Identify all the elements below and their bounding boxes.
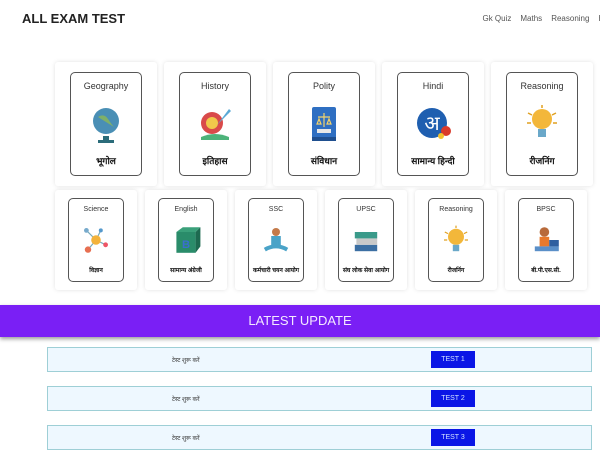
nav-hindi[interactable]: Hi [598, 14, 600, 23]
subject-card-inner[interactable]: BPSC बी.पी.एस.सी. [518, 198, 574, 282]
subject-title: English [174, 206, 198, 213]
subject-card-inner[interactable]: SSC कर्मचारी चयन आयोग [248, 198, 304, 282]
subject-hindi-title: रीजनिंग [529, 156, 555, 166]
subject-card-reasoning[interactable]: Reasoning रीजनिंग [491, 62, 593, 186]
subject-card-inner[interactable]: Reasoning रीजनिंग [428, 198, 484, 282]
subject-hindi-title: भूगोल [96, 156, 116, 166]
test-label: टेस्ट शुरू करें [172, 435, 200, 442]
test-1-button[interactable]: TEST 1 [431, 351, 475, 368]
subject-hindi-title: सामान्य हिन्दी [411, 156, 455, 166]
hindi-letter-icon: अ [417, 107, 451, 139]
law-book-icon [312, 106, 336, 141]
subject-card-hindi[interactable]: Hindi अ सामान्य हिन्दी [382, 62, 484, 186]
subject-hindi-title: बी.पी.एस.सी. [531, 268, 561, 274]
subject-card-inner[interactable]: Hindi अ सामान्य हिन्दी [397, 72, 469, 176]
globe-icon [93, 107, 119, 143]
subject-title: Polity [312, 81, 335, 91]
subject-hindi-title: संविधान [310, 156, 338, 166]
site-brand[interactable]: ALL EXAM TEST [22, 11, 126, 26]
test-row: टेस्ट शुरू करें TEST 1 [47, 347, 592, 372]
lightbulb-icon [527, 104, 557, 137]
lightbulb-icon [444, 225, 468, 251]
subject-card-reasoning[interactable]: Reasoning रीजनिंग [415, 190, 497, 290]
subject-hindi-title: इतिहास [202, 156, 228, 166]
nav-reasoning[interactable]: Reasoning [551, 14, 590, 23]
svg-text:B: B [182, 239, 190, 251]
test-2-button[interactable]: TEST 2 [431, 390, 475, 407]
subject-card-geography[interactable]: Geography भूगोल [55, 62, 157, 186]
subject-card-inner[interactable]: Science विज्ञान [68, 198, 124, 282]
subject-hindi-title: सामान्य अंग्रेजी [170, 268, 202, 274]
subject-hindi-title: कर्मचारी चयन आयोग [252, 268, 300, 274]
subject-hindi-title: रीजनिंग [447, 268, 465, 274]
subject-card-inner[interactable]: Polity संविधान [288, 72, 360, 176]
subject-title: SSC [268, 206, 284, 213]
subject-row-2: Science विज्ञान English B सामान्य अंग्रे… [55, 190, 595, 290]
test-label: टेस्ट शुरू करें [172, 396, 200, 403]
svg-text:अ: अ [424, 113, 440, 135]
subject-title: History [200, 81, 229, 91]
subject-title: Science [83, 206, 109, 213]
abc-block-icon: B [176, 226, 201, 253]
subject-title: Hindi [422, 81, 444, 91]
subject-title: Reasoning [520, 81, 564, 91]
student-icon [263, 227, 289, 251]
subject-card-science[interactable]: Science विज्ञान [55, 190, 137, 290]
test-3-button[interactable]: TEST 3 [431, 429, 475, 446]
nav-maths[interactable]: Maths [520, 14, 543, 23]
subject-card-history[interactable]: History इतिहास [164, 62, 266, 186]
subject-title: Reasoning [439, 206, 473, 213]
subject-card-inner[interactable]: Reasoning रीजनिंग [506, 72, 578, 176]
subject-card-inner[interactable]: UPSC संघ लोक सेवा आयोग [338, 198, 394, 282]
subject-card-inner[interactable]: English B सामान्य अंग्रेजी [158, 198, 214, 282]
subject-hindi-title: संघ लोक सेवा आयोग [342, 268, 390, 274]
subject-card-ssc[interactable]: SSC कर्मचारी चयन आयोग [235, 190, 317, 290]
subject-card-inner[interactable]: History इतिहास [179, 72, 251, 176]
subject-title: Geography [83, 81, 129, 91]
boy-laptop-icon [534, 226, 559, 251]
subject-card-english[interactable]: English B सामान्य अंग्रेजी [145, 190, 227, 290]
subject-title: BPSC [536, 206, 556, 213]
books-icon [354, 231, 378, 251]
test-row: टेस्ट शुरू करें TEST 2 [47, 386, 592, 411]
latest-update-banner: LATEST UPDATE [0, 305, 600, 337]
subject-card-upsc[interactable]: UPSC संघ लोक सेवा आयोग [325, 190, 407, 290]
subject-card-inner[interactable]: Geography भूगोल [70, 72, 142, 176]
subject-card-bpsc[interactable]: BPSC बी.पी.एस.सी. [505, 190, 587, 290]
test-label: टेस्ट शुरू करें [172, 357, 200, 364]
subject-hindi-title: विज्ञान [89, 268, 103, 274]
subject-title: UPSC [356, 206, 376, 213]
subject-row-1: Geography भूगोल History इतिहास Polity सं… [55, 62, 600, 186]
subject-card-polity[interactable]: Polity संविधान [273, 62, 375, 186]
molecule-icon [84, 227, 108, 253]
nav-gk-quiz[interactable]: Gk Quiz [482, 14, 512, 23]
history-icon [201, 108, 231, 140]
top-nav: Gk Quiz Maths Reasoning Hi [482, 14, 600, 23]
test-row: टेस्ट शुरू करें TEST 3 [47, 425, 592, 450]
